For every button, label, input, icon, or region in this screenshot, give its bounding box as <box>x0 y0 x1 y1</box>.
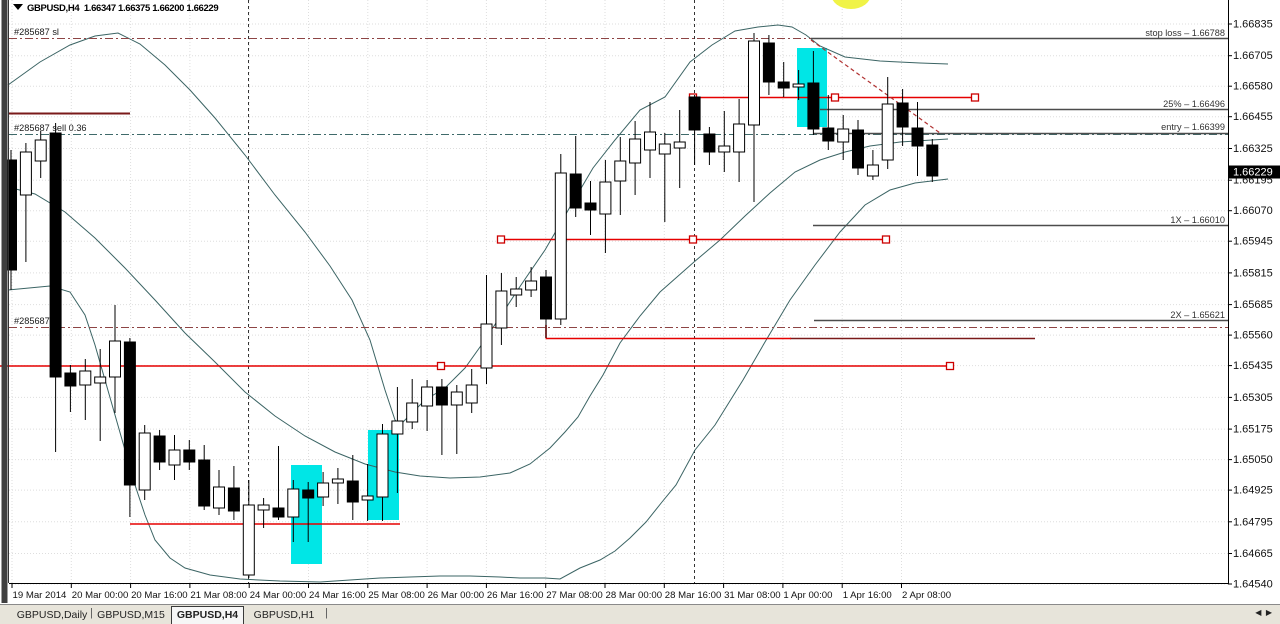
svg-text:stop loss – 1.66788: stop loss – 1.66788 <box>1145 28 1225 38</box>
svg-text:1.66705: 1.66705 <box>1233 50 1273 62</box>
svg-text:#285687 sl: #285687 sl <box>14 27 59 37</box>
svg-text:1 Apr 00:00: 1 Apr 00:00 <box>783 590 832 601</box>
svg-text:31 Mar 08:00: 31 Mar 08:00 <box>724 590 781 601</box>
svg-text:1X – 1.66010: 1X – 1.66010 <box>1170 215 1225 225</box>
svg-text:28 Mar 16:00: 28 Mar 16:00 <box>665 590 722 601</box>
svg-text:24 Mar 00:00: 24 Mar 00:00 <box>250 590 307 601</box>
svg-text:1.65175: 1.65175 <box>1233 424 1273 436</box>
svg-text:1.64795: 1.64795 <box>1233 516 1273 528</box>
svg-text:#285687: #285687 <box>14 316 50 326</box>
svg-text:25% – 1.66496: 25% – 1.66496 <box>1163 99 1225 109</box>
svg-text:19 Mar 2014: 19 Mar 2014 <box>13 590 68 601</box>
svg-text:28 Mar 00:00: 28 Mar 00:00 <box>606 590 663 601</box>
svg-text:27 Mar 08:00: 27 Mar 08:00 <box>546 590 603 601</box>
svg-text:20 Mar 16:00: 20 Mar 16:00 <box>131 590 188 601</box>
svg-text:1.66070: 1.66070 <box>1233 205 1273 217</box>
svg-text:1.66325: 1.66325 <box>1233 143 1273 155</box>
svg-text:1.66835: 1.66835 <box>1233 19 1273 31</box>
svg-text:1.65560: 1.65560 <box>1233 330 1273 342</box>
svg-text:1.65050: 1.65050 <box>1233 454 1273 466</box>
svg-text:1.64925: 1.64925 <box>1233 485 1273 497</box>
svg-text:1.66229: 1.66229 <box>1233 167 1273 179</box>
svg-text:#285687 sell 0.36: #285687 sell 0.36 <box>14 123 87 133</box>
svg-text:20 Mar 00:00: 20 Mar 00:00 <box>72 590 129 601</box>
svg-text:1 Apr 16:00: 1 Apr 16:00 <box>843 590 892 601</box>
svg-text:1.64665: 1.64665 <box>1233 548 1273 560</box>
svg-text:26 Mar 00:00: 26 Mar 00:00 <box>428 590 485 601</box>
svg-text:1.65435: 1.65435 <box>1233 360 1273 372</box>
svg-text:1.66580: 1.66580 <box>1233 81 1273 93</box>
svg-text:1.65815: 1.65815 <box>1233 267 1273 279</box>
svg-text:2X – 1.65621: 2X – 1.65621 <box>1170 310 1225 320</box>
svg-text:1.65685: 1.65685 <box>1233 299 1273 311</box>
svg-text:24 Mar 16:00: 24 Mar 16:00 <box>309 590 366 601</box>
svg-text:2 Apr 08:00: 2 Apr 08:00 <box>902 590 951 601</box>
svg-text:25 Mar 08:00: 25 Mar 08:00 <box>368 590 425 601</box>
svg-text:1.65945: 1.65945 <box>1233 236 1273 248</box>
svg-text:1.66455: 1.66455 <box>1233 111 1273 123</box>
svg-text:21 Mar 08:00: 21 Mar 08:00 <box>190 590 247 601</box>
svg-text:1.65305: 1.65305 <box>1233 392 1273 404</box>
svg-text:1.64540: 1.64540 <box>1233 579 1273 591</box>
svg-text:GBPUSD,H4 1.66347 1.66375 1.6: GBPUSD,H4 1.66347 1.66375 1.66200 1.6622… <box>27 3 218 14</box>
svg-text:entry – 1.66399: entry – 1.66399 <box>1161 122 1225 132</box>
svg-text:26 Mar 16:00: 26 Mar 16:00 <box>487 590 544 601</box>
